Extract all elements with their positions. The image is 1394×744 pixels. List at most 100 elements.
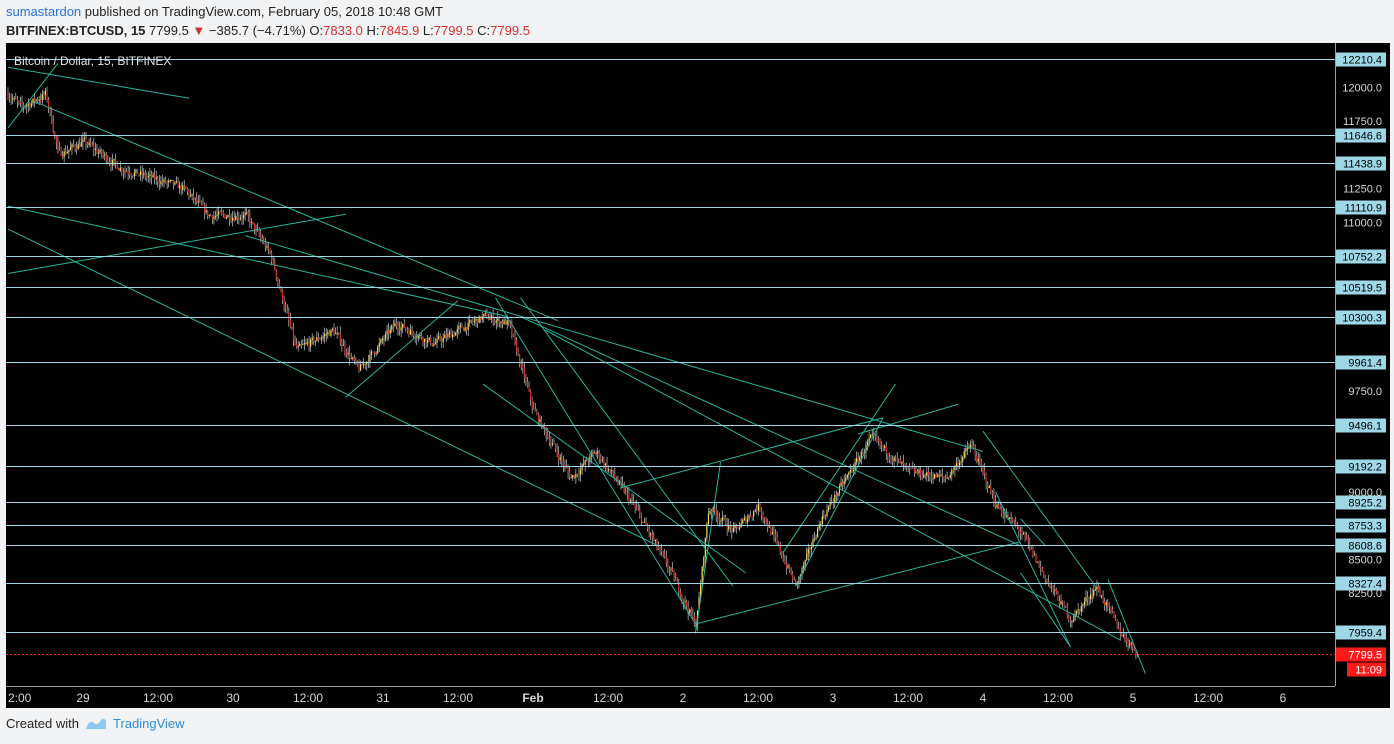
symbol-label: BITFINEX:BTCUSD, 15 [6,23,146,38]
candle-body [506,320,508,325]
candle-body [815,537,817,539]
candle-body [993,493,995,502]
price-level-label: 11110.9 [1345,203,1382,215]
candle-body [840,482,842,487]
candle-body [742,520,744,524]
candle-body [725,517,727,526]
candle-body [558,453,560,460]
candle-body [803,565,805,569]
candle-body [437,336,440,339]
price-chart[interactable]: 12210.4 11646.6 11438.9 11110.9 10752.2 10519… [6,43,1390,708]
candle-body [1002,513,1004,517]
candle-body [1063,601,1065,607]
candle-body [684,601,686,603]
price-level-label: 8753.3 [1348,521,1382,533]
price-level-tag [1336,418,1386,433]
candle-body [1004,515,1006,517]
candle-body [30,103,32,107]
candle-body [888,456,890,460]
candle-body [127,171,129,174]
candle-body [305,342,307,344]
trend-line [795,417,884,587]
y-tick-label: 11000.0 [1343,217,1382,229]
candle-body [743,517,745,521]
price-level-tag [1336,156,1386,171]
price-level-tag [1336,538,1386,553]
candle-body [458,326,460,330]
candle-body [626,492,628,494]
candle-body [790,570,792,574]
candle-body [345,350,348,355]
candle-body [430,337,432,344]
countdown-tag [1347,662,1386,677]
candle-body [115,158,117,162]
candle-body [1076,610,1078,614]
low-label: L: [422,23,434,38]
candle-body [125,171,128,173]
y-tick-label: 11250.0 [1343,184,1382,196]
candle-body [484,313,486,315]
candle-body [58,147,61,149]
candle-body [567,467,569,472]
candle-body [681,597,683,599]
candle-body [898,458,900,460]
candle-body [392,325,394,327]
candle-body [891,460,894,462]
last-price-value: 7799.5 [149,23,189,38]
candle-body [12,98,14,100]
candle-body [481,316,483,320]
candle-body [650,533,652,535]
candle-body [177,181,179,189]
candle-body [1132,642,1134,648]
candle-body [866,442,869,446]
candle-body [548,437,550,443]
candle-body [464,327,466,331]
author-link[interactable]: sumastardon [6,4,82,19]
candle-body [1001,509,1003,514]
candle-body [90,142,92,145]
candle-body [311,337,313,340]
candle-body [250,221,252,223]
y-tick-label: 12000.0 [1342,82,1382,94]
candle-body [459,325,461,327]
candle-body [324,334,326,337]
candle-body [1083,601,1085,605]
candle-body [809,548,811,550]
candle-body [398,328,401,331]
candle-body [520,364,522,366]
candle-body [55,135,57,143]
trend-line [7,228,659,547]
candle-body [328,332,330,336]
candle-body [966,448,968,450]
candle-body [792,573,794,580]
candle-body [817,528,819,538]
candle-body [297,345,299,348]
candle-body [427,339,429,343]
candle-body [327,332,329,335]
candle-body [1077,609,1079,611]
candle-body [899,458,901,464]
tradingview-link[interactable]: TradingView [85,716,185,731]
candle-body [573,475,575,478]
candle-body [654,540,656,542]
candle-body [161,181,164,183]
trend-line [7,62,59,129]
chart-area[interactable]: 12210.4 11646.6 11438.9 11110.9 10752.2 10519… [6,43,1390,708]
candle-body [753,511,755,517]
candle-body [704,537,706,558]
candle-body [317,337,320,340]
candle-body [721,517,724,521]
candle-body [801,568,803,575]
candle-body [528,386,530,391]
candle-body [23,104,25,107]
price-level-tag [1336,200,1386,215]
candle-body [746,519,749,522]
candle-body [994,501,997,508]
candle-body [1072,619,1075,622]
candle-body [838,486,841,494]
candle-body [937,474,939,478]
candle-body [441,339,443,342]
candle-body [483,314,485,317]
candle-body [32,98,34,104]
candle-body [116,161,118,169]
